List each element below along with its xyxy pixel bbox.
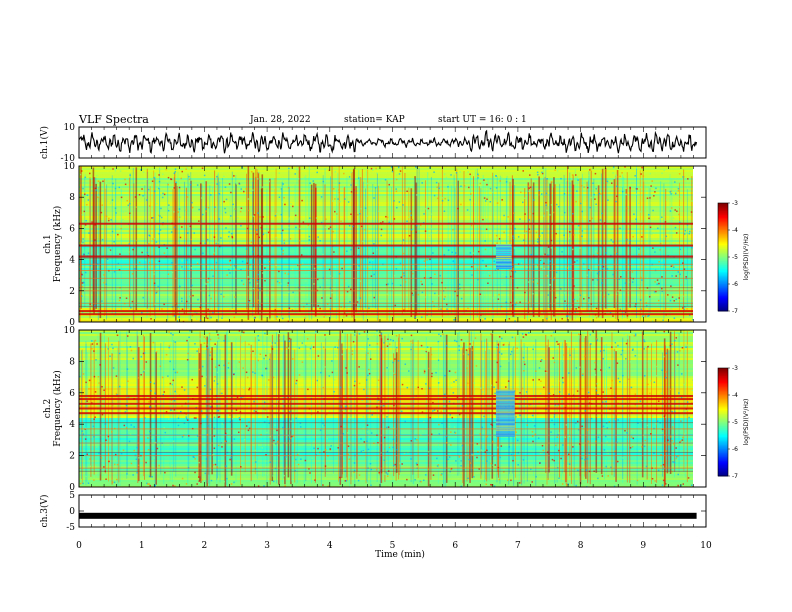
time-axis: 0 1 2 3 4 5 6 7 8 9 10 xyxy=(76,541,712,551)
x-tick-label: 3 xyxy=(264,541,270,551)
x-tick-label: 1 xyxy=(139,541,145,551)
ch1-spectrogram-ytick-label: 6 xyxy=(69,224,75,234)
ch2-spectrogram-ytick-label: 6 xyxy=(69,389,75,399)
ch3-waveform-ytick-label: -5 xyxy=(66,523,75,533)
ch1-spectrogram-band xyxy=(79,244,693,247)
ch2-spectrogram-colorbar-tick: -3 xyxy=(732,365,738,372)
ch2-spectrogram-ytick-label: 0 xyxy=(69,483,75,493)
ch3-waveform-line xyxy=(79,512,697,519)
ch1-waveform-line xyxy=(78,129,698,155)
ch3-waveform-ytick-label: 5 xyxy=(69,491,75,501)
ch1-spectrogram-ytick-label: 8 xyxy=(69,193,75,203)
ch1-spectrogram-ytick-label: 0 xyxy=(69,318,75,328)
date-label: Jan. 28, 2022 xyxy=(249,115,311,125)
x-tick-label: 4 xyxy=(327,541,333,551)
chart-title: VLF Spectra xyxy=(78,113,149,126)
ch1-spectrogram-colorbar-tick: -4 xyxy=(732,227,738,234)
ch2-spectrogram-image xyxy=(79,330,693,487)
ch3-waveform-ylabel: ch.3(V) xyxy=(39,495,50,528)
ch1-waveform-ytick-label: -10 xyxy=(61,154,76,164)
ch2-spectrogram-ytick-label: 2 xyxy=(69,452,75,462)
ch1-spectrogram-colorbar-tick: -7 xyxy=(732,308,738,315)
ch2-spectrogram-band xyxy=(79,398,693,401)
start-time-label: start UT = 16: 0 : 1 xyxy=(438,115,527,125)
ch1-spectrogram-colorbar-tick: -5 xyxy=(732,254,738,261)
ch3-waveform-ytick-label: 0 xyxy=(69,507,75,517)
x-tick-label: 10 xyxy=(700,541,712,551)
ch2-spectrogram-band xyxy=(79,394,693,397)
ch2-spectrogram-ytick-label: 10 xyxy=(64,326,76,336)
ch3-waveform-panel: 5 0 -5 ch.3(V) xyxy=(39,491,707,533)
x-tick-label: 5 xyxy=(390,541,396,551)
ch2-spectrogram-panel: 0 2 4 6 8 10 ch.2Frequency (kHz) xyxy=(43,326,707,493)
x-tick-label: 7 xyxy=(515,541,521,551)
station-label: station= KAP xyxy=(344,115,405,125)
ch1-waveform-ylabel: ch.1(V) xyxy=(39,126,50,159)
ch1-spectrogram-band xyxy=(79,222,693,225)
ch2-spectrogram-ylabel: ch.2Frequency (kHz) xyxy=(43,370,63,447)
ch1-spectrogram-ytick-label: 10 xyxy=(64,162,76,172)
ch2-spectrogram-ytick-label: 8 xyxy=(69,357,75,367)
ch2-spectrogram-band xyxy=(79,412,693,415)
colorbars: -3 -4 -5 -6 -7 log(PSD)(V²/Hz) -3 -4 -5 -6 -7 log(P… xyxy=(717,200,750,480)
ch1-spectrogram-band xyxy=(79,255,693,258)
ch1-spectrogram-band xyxy=(79,310,693,313)
x-tick-label: 0 xyxy=(76,541,82,551)
x-tick-label: 2 xyxy=(202,541,208,551)
ch1-waveform-panel: 10 -10 ch.1(V) xyxy=(39,123,707,164)
ch1-waveform-ytick-label: 10 xyxy=(64,123,76,133)
ch2-spectrogram-colorbar-tick: -5 xyxy=(732,419,738,426)
ch1-spectrogram-ylabel: ch.1Frequency (kHz) xyxy=(43,206,63,283)
ch2-spectrogram-colorbar-label: log(PSD)(V²/Hz) xyxy=(743,399,750,446)
x-tick-label: 9 xyxy=(640,541,646,551)
ch1-spectrogram-colorbar-tick: -6 xyxy=(732,281,738,288)
ch2-spectrogram-band xyxy=(79,402,693,405)
ch2-spectrogram-colorbar-tick: -6 xyxy=(732,446,738,453)
x-axis-label: Time (min) xyxy=(375,549,425,560)
x-tick-label: 6 xyxy=(452,541,458,551)
ch2-spectrogram-feature xyxy=(495,389,515,437)
ch2-spectrogram-band xyxy=(79,407,693,410)
ch1-spectrogram-ytick-label: 4 xyxy=(69,256,75,266)
ch2-spectrogram-colorbar-tick: -4 xyxy=(732,392,738,399)
ch1-spectrogram-band xyxy=(79,313,693,316)
x-tick-label: 8 xyxy=(578,541,584,551)
ch1-spectrogram-colorbar-tick: -3 xyxy=(732,200,738,207)
ch1-spectrogram-colorbar-label: log(PSD)(V²/Hz) xyxy=(743,234,750,281)
ch1-spectrogram-panel: 0 2 4 6 8 10 ch.1Frequency (kHz) xyxy=(43,162,707,328)
ch2-spectrogram-ytick-label: 4 xyxy=(69,420,75,430)
ch2-spectrogram-colorbar-tick: -7 xyxy=(732,473,738,480)
ch1-spectrogram-ytick-label: 2 xyxy=(69,287,75,297)
ch1-spectrogram-image xyxy=(79,166,693,322)
